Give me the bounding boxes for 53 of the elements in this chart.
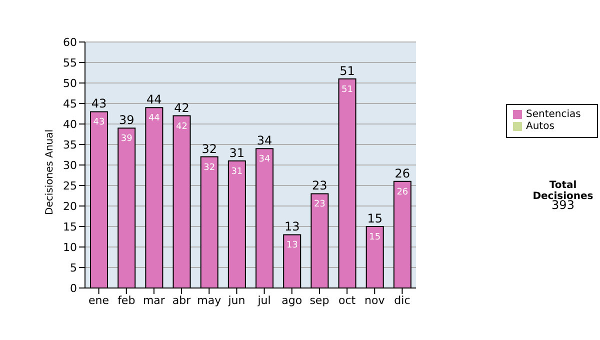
data-label: 42 — [176, 122, 188, 132]
x-tick-label: ene — [88, 294, 110, 307]
x-tick-label: sep — [310, 294, 330, 307]
total-label: 13 — [284, 220, 300, 234]
total-label: 23 — [312, 178, 328, 193]
data-label: 15 — [369, 232, 381, 242]
y-tick-label: 45 — [63, 97, 77, 110]
legend-label: Sentencias — [526, 109, 581, 120]
x-tick-label: ago — [282, 294, 302, 307]
y-tick-label: 10 — [63, 240, 77, 254]
total-label: 44 — [146, 92, 162, 107]
y-tick-label: 55 — [63, 56, 77, 70]
x-tick-label: abr — [172, 294, 192, 307]
data-label: 44 — [148, 114, 160, 124]
x-tick-label: jul — [256, 294, 271, 307]
y-tick-label: 25 — [63, 179, 77, 192]
legend-label: Autos — [526, 121, 554, 132]
total-label: 39 — [118, 113, 134, 128]
data-label: 13 — [286, 240, 298, 251]
y-tick-label: 35 — [63, 138, 77, 152]
text: 393 — [552, 198, 574, 212]
x-tick-label: oct — [338, 294, 356, 307]
data-label: 39 — [120, 134, 133, 144]
x-tick-label: may — [197, 294, 222, 307]
x-tick-label: mar — [142, 294, 166, 307]
y-tick-label: 60 — [63, 36, 77, 49]
x-tick-label: jun — [227, 294, 246, 307]
y-tick-label: 5 — [70, 261, 77, 274]
x-tick-label: nov — [364, 294, 386, 307]
total-label: 26 — [394, 166, 410, 180]
data-label: 31 — [231, 166, 243, 177]
total-label: 31 — [229, 146, 245, 160]
total-label: 43 — [91, 96, 107, 111]
total-label: 34 — [256, 134, 272, 148]
total-label: 51 — [340, 64, 355, 78]
y-tick-label: 30 — [63, 158, 77, 172]
x-tick-label: feb — [118, 294, 136, 307]
total-label: 15 — [367, 212, 382, 226]
data-label: 23 — [314, 200, 326, 210]
y-tick-label: 20 — [63, 200, 77, 213]
y-axis-title: Decisiones Anual — [44, 129, 56, 215]
data-label: 43 — [93, 118, 105, 128]
y-tick-label: 15 — [63, 220, 77, 234]
data-label: 51 — [342, 84, 353, 95]
x-tick-label: dic — [394, 294, 410, 307]
y-tick-label: 0 — [70, 282, 77, 295]
y-tick-label: 40 — [63, 118, 77, 131]
total-label: 32 — [202, 142, 217, 156]
y-tick-label: 50 — [63, 76, 77, 90]
data-label: 34 — [258, 154, 271, 165]
total-label: 42 — [174, 100, 190, 115]
data-label: 32 — [204, 162, 216, 173]
data-label: 26 — [396, 187, 408, 198]
